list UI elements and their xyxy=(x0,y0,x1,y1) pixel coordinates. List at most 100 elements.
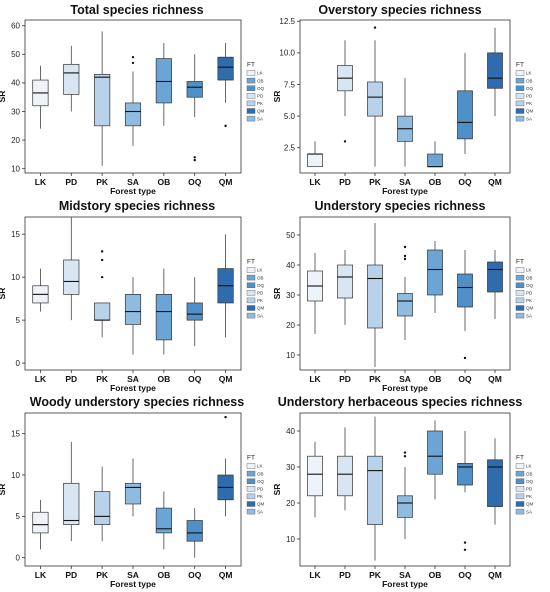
x-axis-label: Forest type xyxy=(110,186,156,196)
box-qm xyxy=(217,234,234,338)
y-tick-label: 10 xyxy=(11,165,20,174)
legend-swatch-ob xyxy=(246,274,256,281)
x-tick-label: PD xyxy=(339,374,351,384)
legend-label-sa: SA xyxy=(526,116,532,121)
legend-swatch-pk xyxy=(515,297,525,304)
legend-swatch-pk xyxy=(246,100,256,107)
legend-title: FT xyxy=(247,259,255,266)
y-tick-label: 10 xyxy=(11,273,20,282)
box-ob xyxy=(427,241,443,313)
legend-label-sa: SA xyxy=(257,313,263,318)
box-pd xyxy=(337,40,353,143)
y-axis-label: SR xyxy=(0,484,7,496)
legend-title: FT xyxy=(247,455,255,462)
legend-label-sa: SA xyxy=(257,116,263,121)
legend-label-qm: QM xyxy=(257,502,265,507)
y-tick-label: 20 xyxy=(286,499,295,508)
outlier-point xyxy=(373,26,377,29)
y-tick-label: 12.5 xyxy=(279,17,295,26)
box-pk xyxy=(94,31,111,166)
x-tick-label: QM xyxy=(488,374,502,384)
x-tick-label: OB xyxy=(157,177,170,187)
chart-panel-6: Understory herbaceous species richness 10… xyxy=(272,395,534,589)
box-iqr xyxy=(186,81,203,98)
legend-swatch-sa xyxy=(515,115,525,122)
box-sa xyxy=(124,277,142,355)
legend-label-ob: OB xyxy=(257,78,264,83)
y-tick-label: 5.0 xyxy=(284,112,296,121)
legend-label-lk: LK xyxy=(526,71,532,76)
outlier-point xyxy=(193,156,196,159)
x-tick-label: SA xyxy=(399,177,411,187)
legend-swatch-pk xyxy=(515,100,525,107)
legend-swatch-oq xyxy=(515,478,525,484)
box-pk xyxy=(94,466,111,542)
chart-title: Overstory species richness xyxy=(318,3,481,17)
outlier-point xyxy=(403,254,407,258)
chart-panel-5: Woody understory species richness 0 5 10 15 S… xyxy=(0,395,265,589)
x-axis-label: Forest type xyxy=(110,579,156,589)
legend-label-pk: PK xyxy=(526,101,532,106)
legend-swatch-qm xyxy=(246,305,256,311)
legend-label-ob: OB xyxy=(526,471,533,476)
box-iqr xyxy=(124,294,142,325)
box-iqr xyxy=(186,520,203,542)
outlier-point xyxy=(193,158,196,162)
x-tick-label: QM xyxy=(219,177,233,187)
y-tick-label: 15 xyxy=(11,230,20,239)
x-tick-label: SA xyxy=(127,570,139,580)
box-iqr xyxy=(367,455,383,525)
legend-label-oq: OQ xyxy=(526,86,534,91)
legend-swatch-pd xyxy=(515,486,525,492)
box-lk xyxy=(307,141,323,168)
x-tick-label: OB xyxy=(157,570,170,580)
legend-swatch-qm xyxy=(515,501,525,507)
legend-label-sa: SA xyxy=(526,313,532,318)
box-iqr xyxy=(427,153,443,168)
legend-label-pd: PD xyxy=(257,291,264,296)
x-tick-label: SA xyxy=(399,570,411,580)
x-tick-label: LK xyxy=(35,374,47,384)
outlier-point xyxy=(100,250,104,253)
legend-label-qm: QM xyxy=(526,502,534,507)
outlier-point xyxy=(463,541,467,544)
legend-swatch-ob xyxy=(515,77,525,84)
x-tick-label: PK xyxy=(96,177,109,187)
legend-swatch-ob xyxy=(246,77,256,84)
legend-swatch-lk xyxy=(246,70,256,76)
x-tick-label: LK xyxy=(35,177,47,187)
x-tick-label: OQ xyxy=(188,177,202,187)
legend-label-ob: OB xyxy=(257,471,264,476)
y-tick-label: 5 xyxy=(16,316,21,325)
y-tick-label: 0 xyxy=(16,554,21,563)
legend-swatch-qm xyxy=(515,305,525,311)
x-tick-label: OB xyxy=(429,177,442,187)
outlier-point xyxy=(403,455,407,458)
box-iqr xyxy=(457,90,473,140)
x-axis-label: Forest type xyxy=(110,383,156,393)
x-tick-label: PK xyxy=(369,570,382,580)
y-axis-label: SR xyxy=(272,288,282,300)
legend-label-pk: PK xyxy=(257,298,263,303)
box-qm xyxy=(487,27,503,117)
legend-swatch-pd xyxy=(246,486,256,492)
box-pd xyxy=(63,441,80,542)
y-tick-label: 60 xyxy=(11,22,20,31)
legend-label-sa: SA xyxy=(257,509,263,514)
x-axis-label: Forest type xyxy=(382,186,428,196)
box-sa xyxy=(397,78,413,167)
legend-label-lk: LK xyxy=(526,464,532,469)
box-lk xyxy=(307,441,323,518)
x-tick-label: OB xyxy=(157,374,170,384)
box-lk xyxy=(307,253,323,334)
legend-swatch-ob xyxy=(515,470,525,477)
legend-swatch-pk xyxy=(246,493,256,500)
y-tick-label: 10.0 xyxy=(279,49,295,58)
outlier-point xyxy=(100,258,104,262)
legend-swatch-pk xyxy=(515,493,525,500)
box-iqr xyxy=(155,58,172,104)
box-pd xyxy=(337,250,353,325)
legend-label-oq: OQ xyxy=(257,86,265,91)
